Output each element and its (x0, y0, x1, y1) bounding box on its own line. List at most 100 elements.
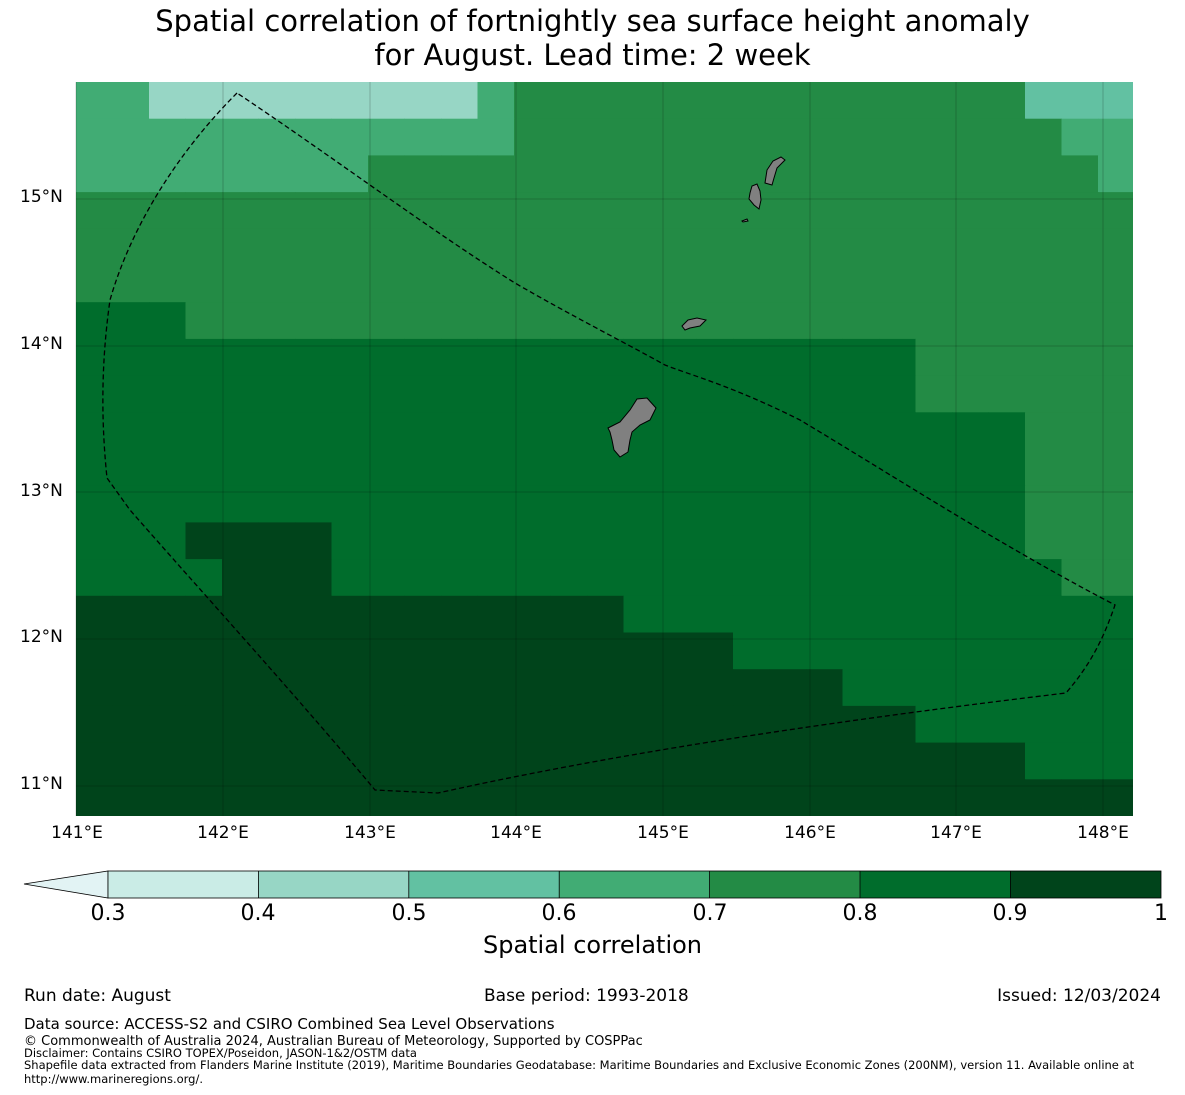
grid-cell (769, 82, 807, 120)
grid-cell (623, 669, 661, 707)
grid-cell (660, 595, 697, 633)
grid-cell (660, 705, 697, 744)
grid-cell (112, 228, 150, 266)
grid-cell (404, 192, 442, 230)
grid-cell (806, 302, 843, 340)
grid-cell (441, 595, 478, 633)
grid-cell (1061, 412, 1099, 450)
grid-cell (733, 595, 770, 633)
map-title: Spatial correlation of fortnightly sea s… (0, 4, 1185, 72)
grid-cell (222, 595, 259, 633)
grid-cell (623, 338, 661, 377)
grid-cell (514, 705, 551, 744)
grid-cell (879, 155, 916, 193)
grid-cell (1098, 522, 1133, 560)
grid-cell (660, 559, 697, 597)
grid-cell (915, 338, 953, 377)
grid-cell (879, 375, 916, 413)
lat-label-13: 13°N (20, 481, 63, 501)
grid-cell (477, 302, 515, 340)
grid-cell (879, 228, 916, 266)
colorbar-tick-0.4: 0.4 (240, 901, 276, 926)
grid-cell (404, 595, 442, 633)
grid-cell (441, 559, 478, 597)
grid-cell (550, 742, 588, 780)
grid-cell (952, 82, 989, 120)
grid-cell (76, 375, 113, 413)
grid-cell (1098, 228, 1133, 266)
grid-cell (952, 155, 989, 193)
grid-cell (76, 779, 113, 816)
grid-cell (696, 742, 734, 780)
correlation-grid (76, 82, 1133, 816)
grid-cell (988, 412, 1026, 450)
grid-cell (441, 338, 478, 377)
grid-cell (1061, 632, 1099, 670)
grid-cell (149, 228, 186, 266)
grid-cell (1025, 632, 1062, 670)
grid-cell (587, 595, 624, 633)
grid-cell (623, 779, 661, 816)
grid-cell (331, 559, 369, 597)
grid-cell (550, 265, 588, 303)
grid-cell (988, 632, 1026, 670)
grid-cell (514, 485, 551, 523)
grid-cell (441, 155, 478, 193)
grid-cell (76, 412, 113, 450)
grid-cell (733, 265, 770, 303)
run-date: Run date: August (24, 986, 171, 1006)
lon-label-146: 146°E (784, 823, 836, 843)
grid-cell (842, 632, 880, 670)
grid-cell (587, 338, 624, 377)
grid-cell (769, 705, 807, 744)
grid-cell (696, 82, 734, 120)
grid-cell (295, 522, 332, 560)
grid-cell (222, 338, 259, 377)
grid-cell (879, 485, 916, 523)
grid-cell (660, 412, 697, 450)
grid-cell (404, 228, 442, 266)
grid-cell (1061, 779, 1099, 816)
grid-cell (222, 522, 259, 560)
grid-cell (696, 338, 734, 377)
grid-cell (477, 779, 515, 816)
grid-cell (842, 485, 880, 523)
grid-cell (587, 559, 624, 597)
grid-cell (149, 302, 186, 340)
grid-cell (623, 449, 661, 487)
grid-cell (696, 522, 734, 560)
grid-cell (587, 228, 624, 266)
grid-cell (550, 559, 588, 597)
grid-cell (769, 742, 807, 780)
grid-cell (112, 742, 150, 780)
grid-cell (660, 118, 697, 156)
grid-cell (477, 485, 515, 523)
grid-cell (915, 82, 953, 120)
colorbar-tick-0.9: 0.9 (992, 901, 1028, 926)
grid-cell (368, 302, 405, 340)
grid-cell (988, 522, 1026, 560)
grid-cell (477, 155, 515, 193)
grid-cell (514, 412, 551, 450)
grid-cell (295, 265, 332, 303)
grid-cell (514, 155, 551, 193)
grid-cell (295, 705, 332, 744)
grid-cell (915, 669, 953, 707)
grid-cell (112, 779, 150, 816)
grid-cell (952, 705, 989, 744)
grid-cell (879, 742, 916, 780)
grid-cell (1061, 375, 1099, 413)
grid-cell (1098, 632, 1133, 670)
grid-cell (404, 522, 442, 560)
grid-cell (258, 522, 296, 560)
grid-cell (733, 412, 770, 450)
grid-cell (441, 192, 478, 230)
grid-cell (331, 375, 369, 413)
grid-cell (1061, 228, 1099, 266)
grid-cell (550, 412, 588, 450)
grid-cell (149, 522, 186, 560)
grid-cell (696, 375, 734, 413)
grid-cell (952, 228, 989, 266)
disclaimer: Disclaimer: Contains CSIRO TOPEX/Poseido… (24, 1046, 417, 1060)
grid-cell (185, 559, 223, 597)
